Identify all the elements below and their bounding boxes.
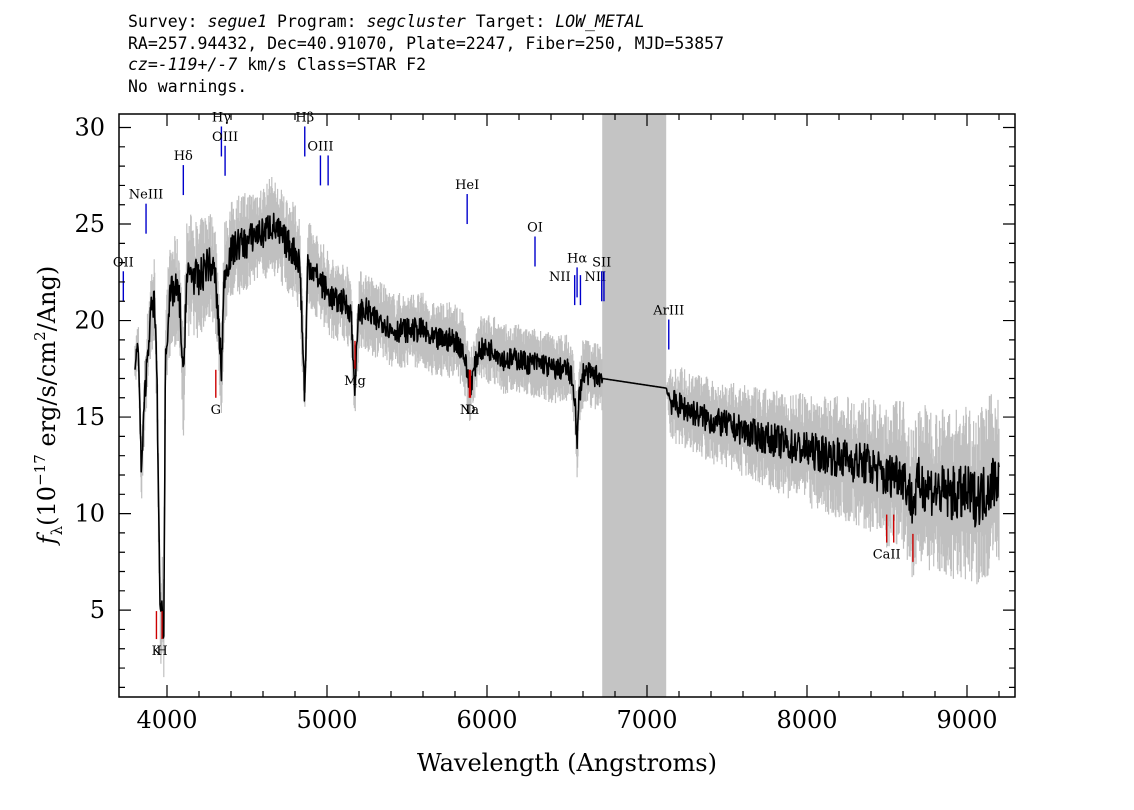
program-value: segcluster — [366, 12, 466, 31]
label-h: H — [156, 644, 167, 659]
program-label: Program: — [277, 12, 357, 31]
label-na: Na — [460, 403, 479, 418]
y-axis-sub: λ — [48, 525, 66, 535]
spectrum-header: Survey: segue1 Program: segcluster Targe… — [128, 11, 1028, 97]
header-line-coordinates: RA=257.94432, Dec=40.91070, Plate=2247, … — [128, 33, 725, 53]
y-tick-label: 30 — [74, 114, 105, 142]
label-h-: Hγ — [212, 110, 231, 125]
x-axis-title: Wavelength (Angstroms) — [417, 749, 717, 777]
label-nii: NII — [584, 270, 606, 285]
y-axis-title: fλ(10−17 erg/s/cm2/Ang) — [31, 266, 66, 546]
x-tick-label: 6000 — [456, 706, 517, 734]
label-d: D — [465, 403, 475, 418]
header-line-warnings: No warnings. — [128, 76, 248, 96]
flux-line — [134, 212, 1000, 639]
label-hei: HeI — [455, 178, 479, 193]
x-tick-label: 7000 — [616, 706, 677, 734]
label-neiii: NeIII — [129, 188, 163, 203]
label-mg: Mg — [344, 374, 366, 389]
label-nii: NII — [549, 270, 571, 285]
axis-ticks-layer — [119, 114, 1015, 697]
label-g: G — [211, 403, 221, 418]
label-oiii: OIII — [212, 130, 238, 145]
y-tick-label: 25 — [74, 210, 105, 238]
label-h-: Hδ — [174, 149, 193, 164]
y-axis-pre: (10 — [33, 486, 61, 526]
y-axis-mid: erg/s/cm — [33, 341, 61, 455]
x-tick-label: 9000 — [936, 706, 997, 734]
flux-line-layer — [134, 212, 1000, 639]
axis-ticks — [119, 114, 1015, 697]
label-h-: Hβ — [295, 110, 314, 125]
y-tick-label: 20 — [74, 307, 105, 335]
survey-label: Survey: — [128, 12, 198, 31]
target-label: Target: — [475, 12, 546, 31]
redshift-value: cz=-119+/-7 — [128, 55, 238, 74]
label-h-: Hα — [567, 251, 587, 266]
target-value: LOW_METAL — [555, 12, 645, 31]
redshift-class: km/s Class=STAR F2 — [247, 55, 427, 74]
header-line-survey: Survey: segue1 Program: segcluster Targe… — [128, 11, 1028, 33]
x-tick-labels: 4000 5000 6000 7000 8000 9000 — [136, 706, 997, 734]
y-tick-label: 15 — [74, 403, 105, 431]
plot-frame — [118, 113, 1016, 698]
label-caii: CaII — [873, 548, 901, 563]
x-tick-label: 8000 — [776, 706, 837, 734]
x-tick-label: 4000 — [136, 706, 197, 734]
label-k: K — [152, 644, 162, 659]
survey-value: segue1 — [207, 12, 268, 31]
y-tick-label: 5 — [90, 596, 105, 624]
x-tick-label: 5000 — [296, 706, 357, 734]
label-ariii: ArIII — [652, 304, 684, 319]
masked-region — [602, 114, 667, 697]
masked-region-layer — [602, 114, 667, 697]
label-oi: OI — [527, 221, 543, 236]
y-axis-exp: −17 — [31, 454, 49, 486]
y-tick-labels: 5 10 15 20 25 30 — [74, 114, 105, 625]
label-sii: SII — [592, 255, 611, 270]
y-axis-exp2: 2 — [31, 331, 49, 341]
label-oiii: OIII — [307, 139, 333, 154]
y-tick-label: 10 — [74, 500, 105, 528]
y-axis-post: /Ang) — [33, 266, 61, 332]
header-line-redshift: cz=-119+/-7 km/s Class=STAR F2 — [128, 54, 1028, 76]
